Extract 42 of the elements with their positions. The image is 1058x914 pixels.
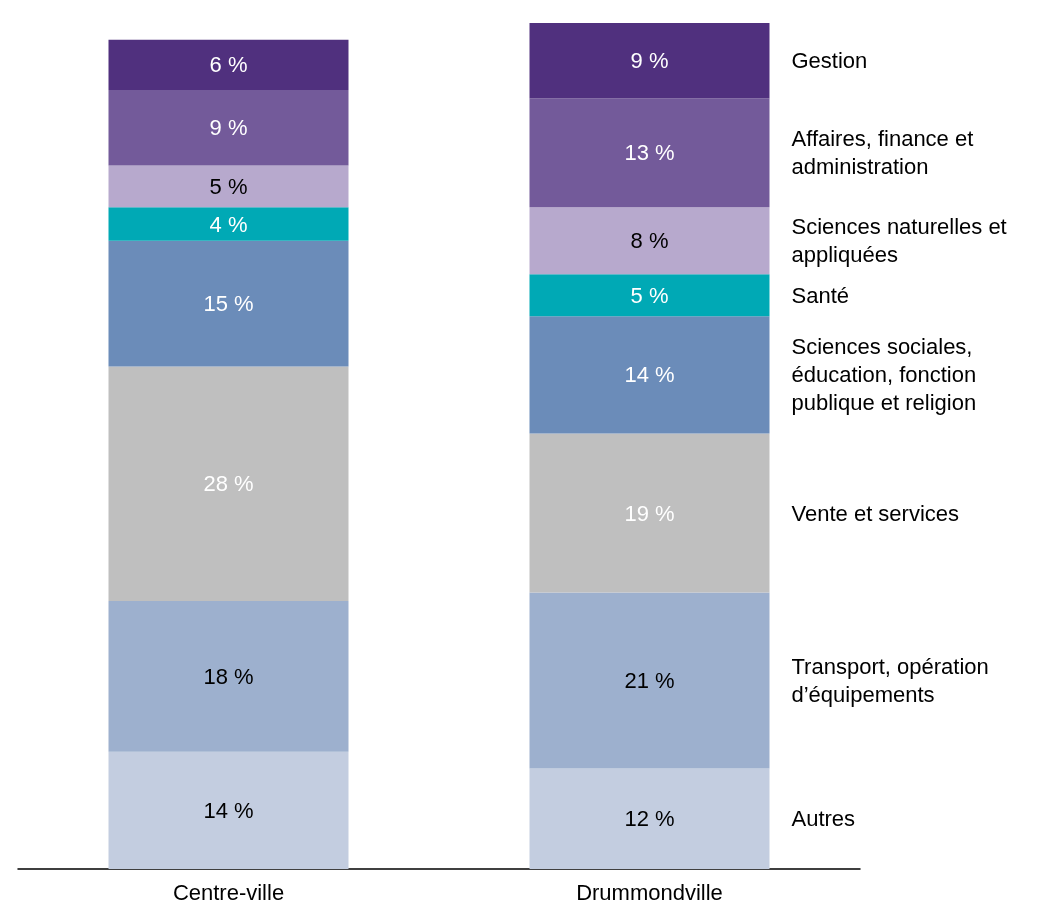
series-label: Santé [791,282,849,308]
series-label: Autres [791,806,856,832]
bar [529,768,770,869]
bar [529,592,770,769]
series-label: Gestion [791,48,868,74]
data-label: 14 % [624,362,675,388]
data-label: 15 % [203,291,254,317]
data-label: 12 % [624,806,675,832]
data-label: 4 % [209,211,248,237]
series-label: Sciences naturelles et appliquées [791,214,1013,268]
data-label: 13 % [624,140,675,166]
bar [108,39,349,91]
bar [529,98,770,208]
series-label: Sciences sociales, éducation, fonction publique et religion [791,334,983,416]
bar [108,207,349,241]
data-label: 9 % [630,48,669,74]
data-label: 5 % [209,173,248,199]
bar [529,316,770,434]
data-label: 5 % [630,282,669,308]
bar [108,90,349,166]
data-label: 18 % [203,663,254,689]
data-label: 21 % [624,668,675,694]
bar [529,23,770,99]
x-tick-label: Drummondville [576,879,723,905]
data-label: 19 % [624,500,675,526]
series-label: Transport, opération d’équipements [791,654,995,708]
data-label: 14 % [203,797,254,823]
series-label: Affaires, finance et administration [791,126,980,180]
bar [108,366,349,601]
bar [108,751,349,869]
x-tick-label: Centre-ville [172,879,285,905]
bar [108,600,349,752]
bar [108,165,349,208]
bar [529,433,770,593]
bar [529,207,770,275]
data-label: 9 % [209,115,248,141]
data-label: 6 % [209,52,248,78]
bar [529,274,770,317]
series-label: Vente et services [791,500,960,526]
bar [108,240,349,367]
data-label: 8 % [630,228,669,254]
data-label: 28 % [203,471,254,497]
